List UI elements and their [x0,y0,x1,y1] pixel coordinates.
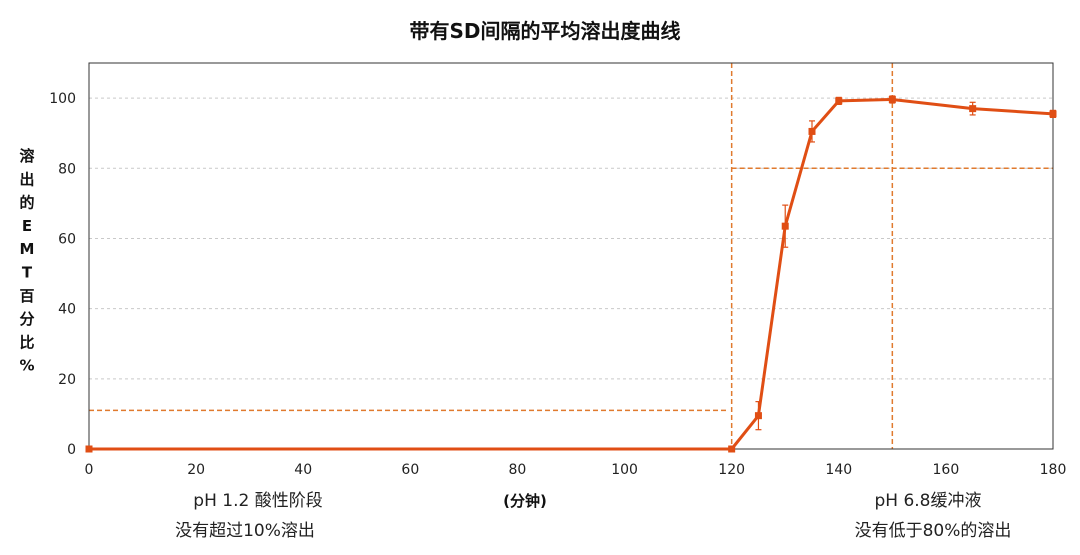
data-point [969,105,977,113]
x-axis-ticks: 0 20 40 60 80 100 120 140 160 180 [85,462,1067,478]
x-tick-label: 180 [1040,462,1067,478]
y-axis-title-char: 比 [19,333,34,351]
data-point [835,97,843,105]
data-points [85,95,1057,453]
error-bars [755,95,1056,431]
x-tick-label: 0 [85,462,94,478]
y-tick-label: 20 [58,372,76,388]
y-tick-label: 40 [58,302,76,318]
y-tick-label: 100 [49,91,76,107]
y-tick-label: 60 [58,231,76,247]
acid-stage-note-line1: pH 1.2 酸性阶段 [193,491,322,511]
y-tick-label: 80 [58,161,76,177]
x-tick-label: 100 [611,462,638,478]
reference-lines [89,63,1053,449]
x-tick-label: 20 [187,462,205,478]
x-tick-label: 60 [401,462,419,478]
data-point [754,412,762,420]
y-axis-title-char: M [20,240,35,258]
data-point [728,445,736,453]
y-axis-title-char: % [19,357,34,375]
data-point [808,127,816,135]
x-tick-label: 40 [294,462,312,478]
y-axis-title-char: 溶 [19,147,34,165]
y-axis-title-char: 百 [19,287,34,305]
buffer-stage-note-line1: pH 6.8缓冲液 [874,491,981,511]
x-axis-title: (分钟) [503,492,547,510]
plot-frame [88,62,1054,450]
y-axis-title-char: E [22,217,32,235]
acid-stage-note-line2: 没有超过10%溶出 [175,521,315,541]
x-tick-label: 140 [825,462,852,478]
y-axis-title-char: 出 [19,170,34,188]
data-point [888,95,896,103]
chart-title: 带有SD间隔的平均溶出度曲线 [409,19,680,43]
x-tick-label: 80 [509,462,527,478]
y-axis-title-char: 的 [19,194,34,212]
data-point [1049,110,1057,118]
y-tick-label: 0 [67,442,76,458]
data-point [781,222,789,230]
y-axis-ticks: 0 20 40 60 80 100 [49,91,76,458]
dissolution-series-line [89,98,1054,451]
y-axis-title-char: 分 [19,310,34,328]
data-point [85,445,93,453]
buffer-stage-note-line2: 没有低于80%的溶出 [855,521,1012,541]
x-tick-label: 160 [933,462,960,478]
grid-lines [89,97,1053,380]
y-axis-title-char: T [22,264,33,282]
x-tick-label: 120 [718,462,745,478]
